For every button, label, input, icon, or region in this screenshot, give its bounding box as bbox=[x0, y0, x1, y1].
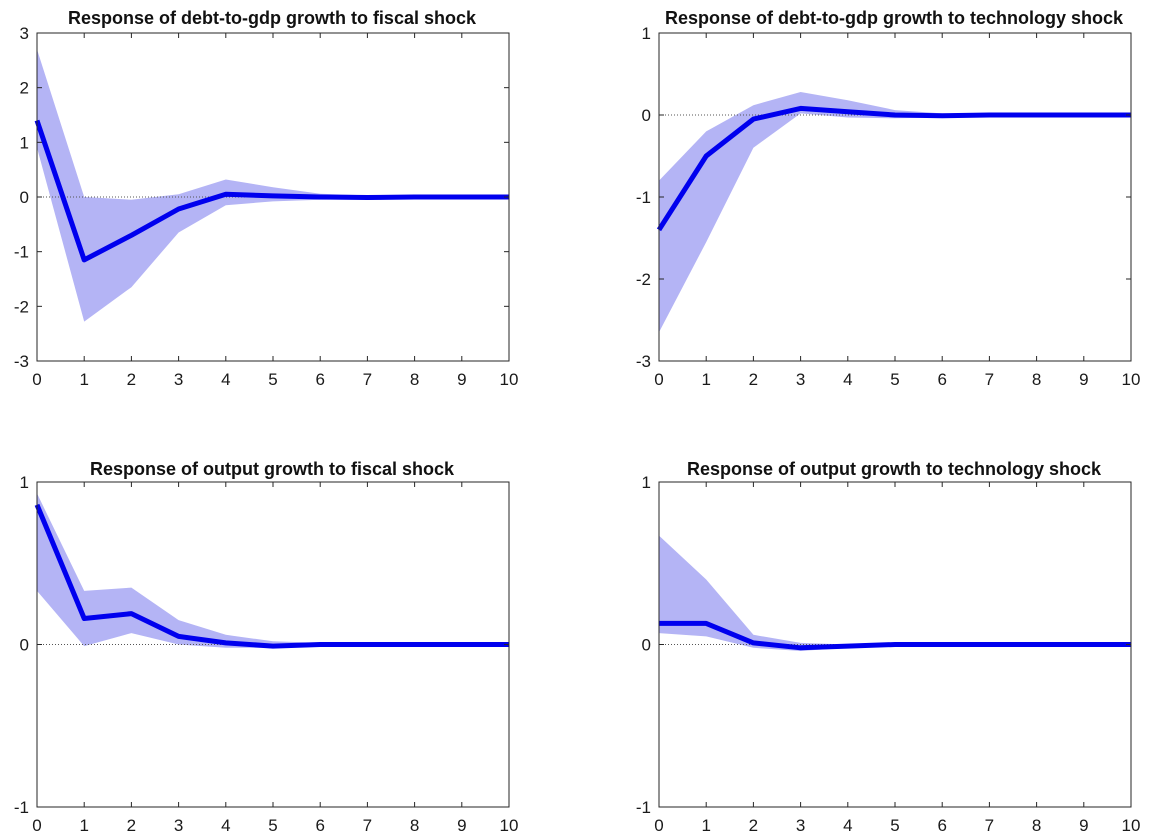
chart-panel-output-technology: Response of output growth to technology … bbox=[588, 420, 1176, 840]
x-tick-label: 2 bbox=[749, 816, 758, 835]
x-tick-label: 3 bbox=[796, 370, 805, 389]
x-tick-label: 8 bbox=[410, 370, 419, 389]
y-tick-label: -1 bbox=[14, 243, 29, 262]
chart-svg-output-fiscal: Response of output growth to fiscal shoc… bbox=[14, 459, 519, 835]
y-tick-label: -2 bbox=[14, 297, 29, 316]
y-tick-label: 2 bbox=[20, 79, 29, 98]
chart-title: Response of debt-to-gdp growth to fiscal… bbox=[68, 8, 477, 28]
response-line bbox=[34, 119, 509, 263]
x-tick-label: 0 bbox=[32, 816, 41, 835]
x-tick-label: 3 bbox=[174, 370, 183, 389]
x-tick-label: 6 bbox=[937, 370, 946, 389]
x-tick-label: 4 bbox=[221, 816, 230, 835]
chart-svg-output-technology: Response of output growth to technology … bbox=[636, 459, 1141, 835]
x-tick-label: 0 bbox=[32, 370, 41, 389]
response-line bbox=[34, 503, 509, 649]
x-tick-label: 5 bbox=[268, 370, 277, 389]
x-tick-label: 10 bbox=[1122, 370, 1141, 389]
x-tick-label: 4 bbox=[221, 370, 230, 389]
chart-panel-debt-technology: Response of debt-to-gdp growth to techno… bbox=[588, 0, 1176, 420]
x-tick-label: 7 bbox=[363, 816, 372, 835]
y-tick-label: 0 bbox=[642, 636, 651, 655]
x-tick-label: 3 bbox=[174, 816, 183, 835]
y-tick-label: -1 bbox=[636, 798, 651, 817]
y-tick-label: -1 bbox=[14, 798, 29, 817]
x-tick-label: 5 bbox=[890, 370, 899, 389]
x-tick-label: 10 bbox=[1122, 816, 1141, 835]
x-tick-label: 4 bbox=[843, 370, 852, 389]
y-tick-label: 0 bbox=[20, 636, 29, 655]
x-tick-label: 7 bbox=[985, 370, 994, 389]
y-tick-label: 1 bbox=[642, 473, 651, 492]
x-tick-label: 2 bbox=[127, 816, 136, 835]
x-tick-label: 5 bbox=[890, 816, 899, 835]
axes-box bbox=[658, 32, 1132, 362]
x-tick-label: 9 bbox=[457, 370, 466, 389]
y-tick-label: 1 bbox=[642, 24, 651, 43]
chart-title: Response of output growth to technology … bbox=[687, 459, 1102, 479]
x-tick-label: 6 bbox=[315, 816, 324, 835]
x-tick-label: 0 bbox=[654, 370, 663, 389]
chart-svg-debt-technology: Response of debt-to-gdp growth to techno… bbox=[636, 8, 1141, 389]
confidence-band bbox=[37, 49, 509, 322]
x-tick-label: 8 bbox=[1032, 816, 1041, 835]
x-tick-label: 9 bbox=[1079, 816, 1088, 835]
x-tick-label: 1 bbox=[701, 370, 710, 389]
y-tick-label: 1 bbox=[20, 133, 29, 152]
y-tick-label: -3 bbox=[14, 352, 29, 371]
chart-title: Response of output growth to fiscal shoc… bbox=[90, 459, 455, 479]
x-tick-label: 1 bbox=[701, 816, 710, 835]
x-tick-label: 9 bbox=[457, 816, 466, 835]
x-tick-label: 8 bbox=[410, 816, 419, 835]
x-tick-label: 7 bbox=[363, 370, 372, 389]
confidence-band bbox=[659, 92, 1131, 333]
x-tick-label: 10 bbox=[500, 370, 519, 389]
chart-svg-debt-fiscal: Response of debt-to-gdp growth to fiscal… bbox=[14, 8, 519, 389]
y-tick-label: -1 bbox=[636, 188, 651, 207]
x-tick-label: 9 bbox=[1079, 370, 1088, 389]
x-tick-label: 1 bbox=[79, 370, 88, 389]
y-tick-label: 0 bbox=[20, 188, 29, 207]
x-tick-label: 3 bbox=[796, 816, 805, 835]
x-tick-label: 6 bbox=[937, 816, 946, 835]
x-tick-label: 2 bbox=[749, 370, 758, 389]
x-tick-label: 6 bbox=[315, 370, 324, 389]
y-tick-label: 0 bbox=[642, 106, 651, 125]
response-line bbox=[656, 105, 1131, 232]
chart-panel-debt-fiscal: Response of debt-to-gdp growth to fiscal… bbox=[0, 0, 588, 420]
y-tick-label: -3 bbox=[636, 352, 651, 371]
chart-panel-output-fiscal: Response of output growth to fiscal shoc… bbox=[0, 420, 588, 840]
y-tick-label: 1 bbox=[20, 473, 29, 492]
x-tick-label: 1 bbox=[79, 816, 88, 835]
x-tick-label: 10 bbox=[500, 816, 519, 835]
chart-title: Response of debt-to-gdp growth to techno… bbox=[665, 8, 1124, 28]
x-tick-label: 7 bbox=[985, 816, 994, 835]
x-tick-label: 4 bbox=[843, 816, 852, 835]
y-tick-label: 3 bbox=[20, 24, 29, 43]
response-line bbox=[659, 620, 1131, 651]
x-tick-label: 2 bbox=[127, 370, 136, 389]
y-tick-label: -2 bbox=[636, 270, 651, 289]
x-tick-label: 8 bbox=[1032, 370, 1041, 389]
x-tick-label: 0 bbox=[654, 816, 663, 835]
x-tick-label: 5 bbox=[268, 816, 277, 835]
confidence-band bbox=[37, 493, 509, 648]
